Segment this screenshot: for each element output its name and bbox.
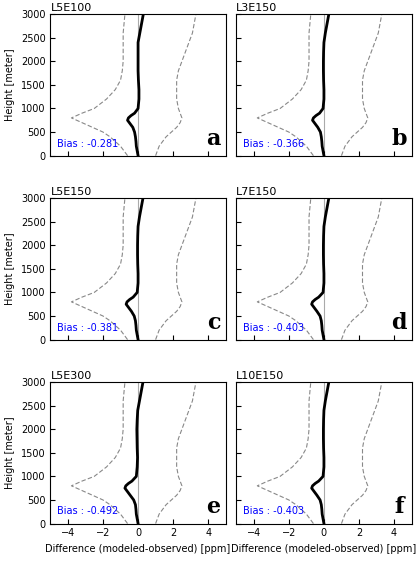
- Text: Bias : -0.281: Bias : -0.281: [58, 139, 119, 149]
- Text: b: b: [391, 128, 407, 150]
- Text: L3E150: L3E150: [236, 3, 278, 14]
- Text: Bias : -0.366: Bias : -0.366: [243, 139, 304, 149]
- Text: L5E100: L5E100: [50, 3, 92, 14]
- Text: L5E300: L5E300: [50, 371, 92, 381]
- Y-axis label: Height [meter]: Height [meter]: [5, 417, 15, 489]
- X-axis label: Difference (modeled-observed) [ppm]: Difference (modeled-observed) [ppm]: [231, 544, 417, 554]
- Text: f: f: [394, 496, 404, 518]
- Y-axis label: Height [meter]: Height [meter]: [5, 233, 15, 305]
- Text: L5E150: L5E150: [50, 187, 92, 198]
- Text: e: e: [206, 496, 220, 518]
- Y-axis label: Height [meter]: Height [meter]: [5, 49, 15, 121]
- Text: Bias : -0.403: Bias : -0.403: [243, 507, 304, 516]
- Text: Bias : -0.492: Bias : -0.492: [58, 507, 119, 516]
- Text: c: c: [207, 312, 220, 334]
- Text: Bias : -0.403: Bias : -0.403: [243, 323, 304, 333]
- Text: L7E150: L7E150: [236, 187, 278, 198]
- Text: Bias : -0.381: Bias : -0.381: [58, 323, 118, 333]
- Text: L10E150: L10E150: [236, 371, 284, 381]
- X-axis label: Difference (modeled-observed) [ppm]: Difference (modeled-observed) [ppm]: [45, 544, 231, 554]
- Text: a: a: [206, 128, 220, 150]
- Text: d: d: [391, 312, 407, 334]
